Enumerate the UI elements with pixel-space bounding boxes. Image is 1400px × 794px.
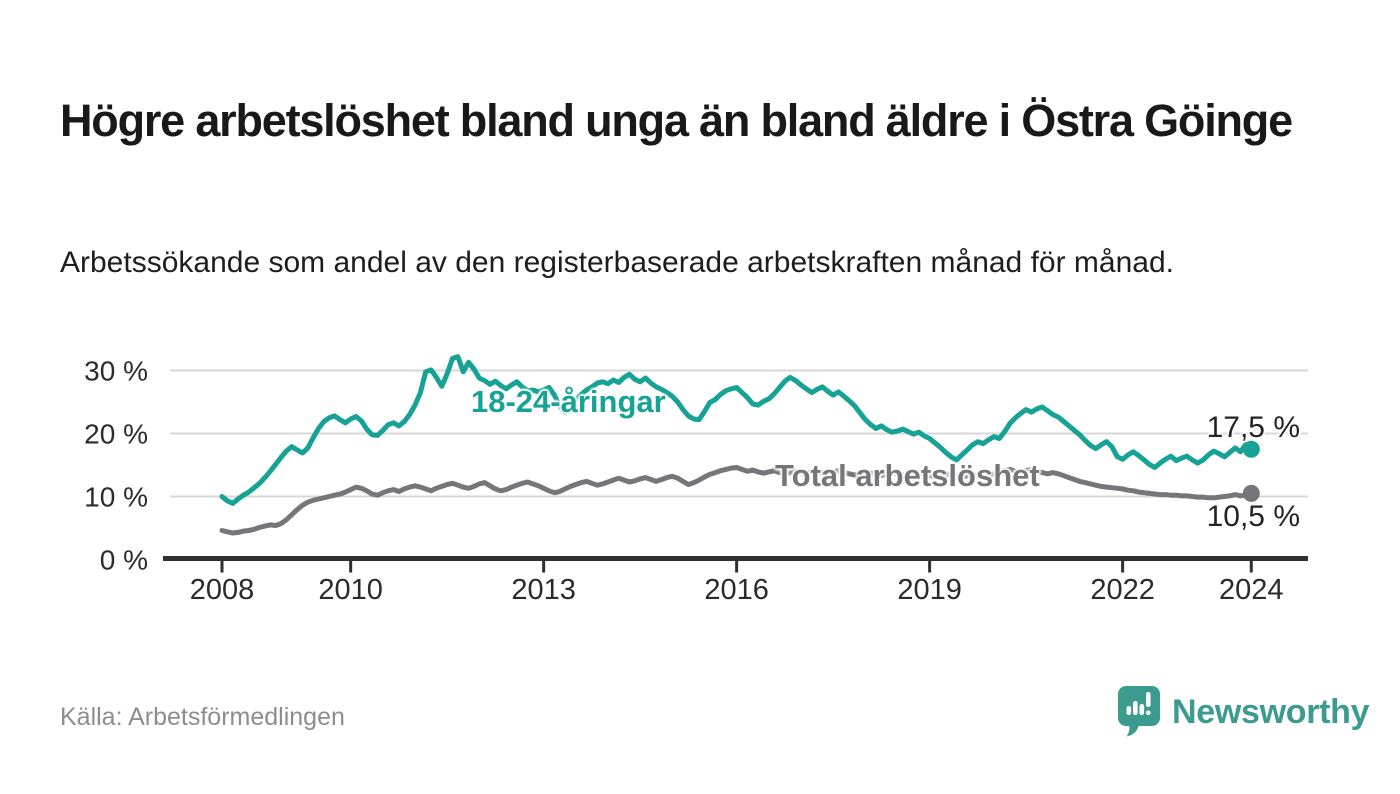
newsworthy-speech-bubble-bar-chart-icon xyxy=(1118,686,1160,737)
y-axis-label: 10 % xyxy=(84,482,148,513)
x-axis-label: 2008 xyxy=(190,574,255,606)
x-axis-label: 2022 xyxy=(1090,574,1155,606)
source-text: Källa: Arbetsförmedlingen xyxy=(60,703,345,731)
x-axis-label: 2019 xyxy=(897,574,962,606)
series-end-dot-youth xyxy=(1242,440,1260,458)
newsworthy-wordmark: Newsworthy xyxy=(1172,692,1370,731)
x-axis-label: 2010 xyxy=(318,574,383,606)
series-label-total: Total arbetslöshet xyxy=(775,458,1040,493)
x-axis-label: 2016 xyxy=(704,574,769,606)
end-value-label-youth: 17,5 % xyxy=(1206,411,1300,444)
end-value-label-total: 10,5 % xyxy=(1206,500,1300,533)
newsworthy-logo: Newsworthy xyxy=(1114,684,1370,740)
series-line-youth xyxy=(219,354,1254,506)
page-title: Högre arbetslöshet bland unga än bland ä… xyxy=(60,95,1293,147)
page-subtitle: Arbetssökande som andel av den registerb… xyxy=(60,246,1174,279)
x-axis-label: 2013 xyxy=(511,574,576,606)
series-end-dot-total xyxy=(1242,484,1260,502)
x-axis-label: 2024 xyxy=(1219,574,1284,606)
series-line-total xyxy=(219,465,1254,536)
y-axis-label: 0 % xyxy=(100,545,148,576)
y-axis-label: 20 % xyxy=(84,419,148,450)
series-label-youth: 18-24-åringar xyxy=(471,384,666,419)
y-axis-label: 30 % xyxy=(84,356,148,387)
